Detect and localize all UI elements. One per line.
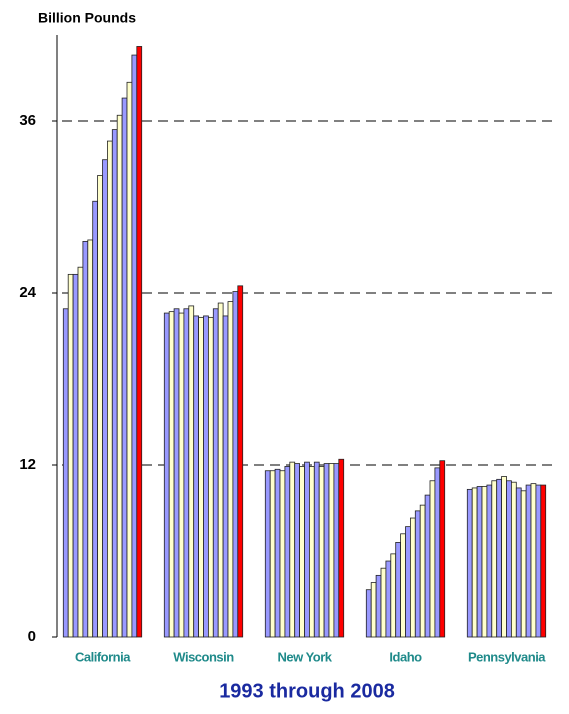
bar (434, 467, 441, 638)
bar (217, 302, 224, 638)
bar (476, 486, 483, 638)
bar (370, 582, 377, 638)
bar (313, 461, 320, 638)
bar (308, 466, 315, 638)
bar (232, 291, 239, 638)
bar (111, 129, 118, 638)
bar (279, 470, 286, 638)
bar (131, 54, 138, 638)
bar (92, 200, 98, 638)
x-tick-label: New York (277, 649, 332, 664)
bar (222, 315, 229, 638)
bar (178, 312, 185, 638)
bar (486, 484, 493, 638)
y-tick-label: 24 (19, 284, 36, 301)
bar (333, 463, 340, 638)
bar (323, 463, 330, 638)
bar (318, 466, 325, 638)
bar (203, 315, 209, 638)
bar (198, 316, 204, 638)
bar (375, 574, 382, 638)
bar (299, 466, 305, 638)
bar (102, 159, 108, 638)
bar (338, 458, 345, 638)
bar (227, 301, 234, 638)
bar (466, 488, 473, 638)
bar (237, 285, 244, 638)
bar (72, 273, 79, 638)
bar (496, 478, 503, 638)
x-tick-label: Idaho (389, 649, 422, 664)
x-tick-label: California (75, 649, 131, 664)
bar (284, 466, 291, 638)
bar (304, 461, 310, 638)
bar (506, 480, 512, 638)
bar (525, 484, 532, 638)
bar (419, 504, 426, 638)
bar (212, 308, 219, 638)
bar (471, 487, 478, 638)
bar (121, 97, 128, 638)
x-tick-label: Wisconsin (173, 649, 234, 664)
bar (168, 311, 175, 638)
bar (107, 140, 113, 638)
bar (481, 486, 488, 638)
bar (409, 517, 416, 638)
bar (395, 542, 402, 638)
bar (87, 239, 94, 638)
bar (269, 470, 276, 638)
bar (385, 560, 392, 638)
bar (77, 266, 84, 638)
y-axis-title: Billion Pounds (38, 10, 136, 26)
bar (183, 308, 190, 638)
bar (173, 308, 180, 638)
bar (520, 490, 527, 638)
bar (530, 483, 537, 638)
y-tick-label: 12 (19, 456, 36, 473)
bar (97, 175, 103, 638)
bar (328, 463, 335, 638)
bar (515, 487, 522, 638)
bar (193, 315, 199, 638)
bar (424, 494, 431, 638)
y-tick-label: 36 (19, 112, 36, 129)
bar (62, 308, 69, 638)
bar (289, 461, 296, 638)
bar (126, 81, 133, 638)
bar (491, 480, 498, 638)
bar (400, 533, 406, 638)
x-tick-label: Pennsylvania (468, 649, 546, 664)
bar (535, 484, 542, 638)
y-tick-label: 0 (28, 628, 36, 645)
bar (380, 567, 387, 638)
bar (365, 589, 372, 638)
bar (116, 114, 123, 638)
bar (510, 481, 517, 638)
bar (390, 553, 397, 638)
bar (294, 463, 301, 638)
bar (429, 480, 436, 638)
bar (163, 312, 170, 638)
bar (136, 46, 143, 638)
bar (264, 470, 271, 638)
bar (67, 273, 74, 638)
bar (207, 316, 214, 638)
bar (414, 510, 421, 638)
bar (501, 476, 507, 638)
bar (540, 484, 547, 638)
x-axis-title: 1993 through 2008 (219, 680, 395, 702)
bar (405, 526, 411, 638)
bar (274, 468, 281, 638)
bar (188, 305, 195, 638)
bar (82, 240, 89, 638)
bar (439, 460, 446, 638)
